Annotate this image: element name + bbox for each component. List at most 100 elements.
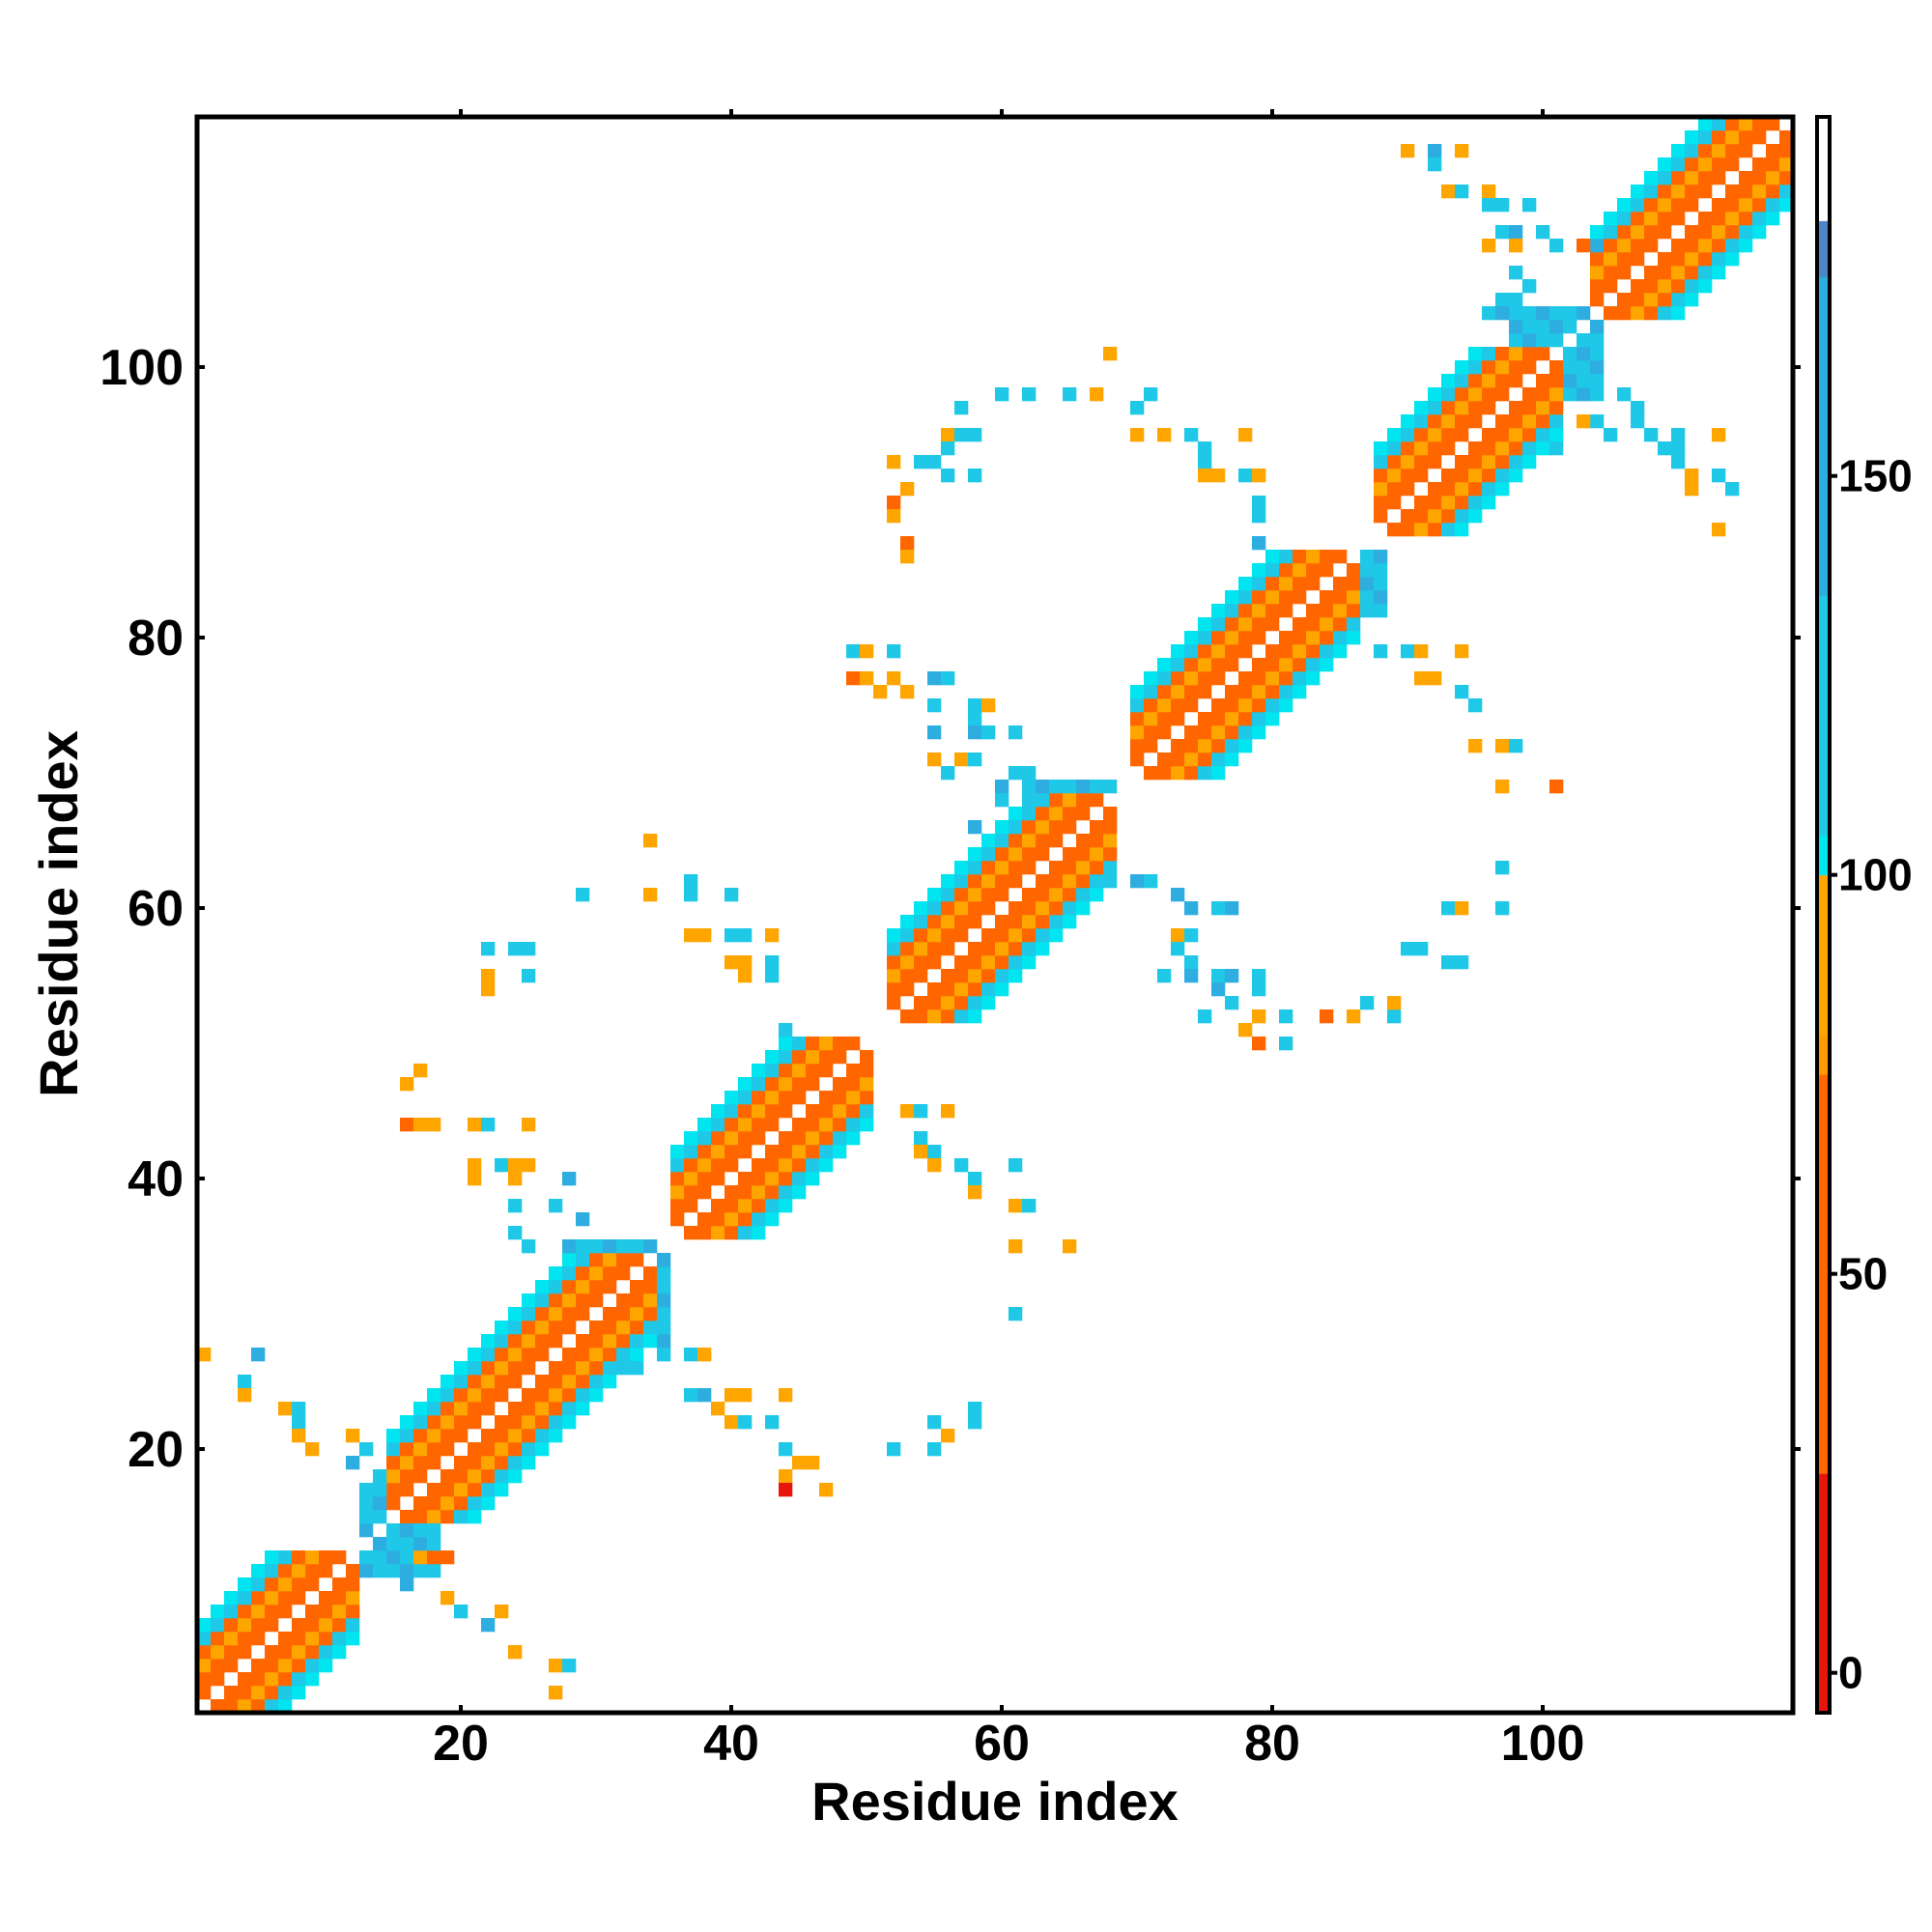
heatmap-cell: [413, 1469, 428, 1484]
heatmap-cell: [400, 1456, 414, 1470]
heatmap-cell: [1306, 631, 1321, 645]
heatmap-cell: [278, 1591, 293, 1605]
heatmap-cell: [292, 1672, 306, 1687]
heatmap-cell: [1063, 888, 1077, 902]
heatmap-cell: [1049, 874, 1064, 889]
heatmap-cell: [860, 1077, 874, 1092]
heatmap-cell: [535, 1334, 550, 1349]
heatmap-cell: [765, 928, 780, 943]
heatmap-cell: [278, 1577, 293, 1592]
heatmap-cell: [238, 1605, 252, 1619]
heatmap-cell: [508, 1375, 523, 1389]
heatmap-cell: [1739, 225, 1753, 240]
heatmap-cell: [995, 969, 1009, 983]
heatmap-cell: [1482, 482, 1496, 497]
heatmap-cell: [1211, 766, 1226, 781]
y-tick-label: 60: [128, 881, 184, 937]
heatmap-cell: [1712, 252, 1726, 267]
heatmap-cell: [508, 1456, 523, 1470]
heatmap-cell: [779, 1483, 793, 1497]
heatmap-cell: [779, 1145, 793, 1159]
heatmap-cell: [724, 1091, 739, 1105]
heatmap-cell: [278, 1699, 293, 1714]
heatmap-cell: [319, 1659, 333, 1673]
heatmap-cell: [1455, 644, 1469, 659]
colorbar-band: [1817, 1473, 1830, 1714]
heatmap-cell: [900, 685, 915, 699]
heatmap-cell: [1658, 306, 1672, 321]
heatmap-cell: [954, 1009, 969, 1024]
heatmap-cell: [400, 1483, 414, 1497]
heatmap-cell: [914, 455, 928, 469]
heatmap-cell: [1198, 753, 1212, 767]
heatmap-cell: [1211, 982, 1226, 997]
heatmap-cell: [1671, 144, 1686, 158]
heatmap-cell: [1495, 455, 1510, 469]
heatmap-cell: [1604, 306, 1618, 321]
heatmap-cell: [887, 1442, 901, 1457]
heatmap-cell: [1252, 712, 1266, 726]
heatmap-cell: [941, 901, 955, 916]
heatmap-cell: [589, 1293, 604, 1308]
heatmap-cell: [1752, 130, 1767, 145]
heatmap-cell: [1509, 401, 1523, 415]
heatmap-cell: [1644, 279, 1659, 294]
heatmap-cell: [1171, 766, 1185, 781]
heatmap-cell: [981, 942, 996, 956]
heatmap-cell: [927, 753, 942, 767]
heatmap-cell: [1076, 874, 1091, 889]
heatmap-cell: [1252, 1009, 1266, 1024]
heatmap-cell: [1468, 482, 1483, 497]
heatmap-cell: [792, 1050, 807, 1065]
heatmap-cell: [1428, 414, 1442, 429]
heatmap-cell: [1455, 685, 1469, 699]
heatmap-cell: [440, 1469, 455, 1484]
heatmap-cell: [1779, 171, 1794, 185]
heatmap-cell: [860, 1104, 874, 1119]
heatmap-cell: [603, 1375, 617, 1389]
heatmap-cell: [1211, 712, 1226, 726]
heatmap-cell: [400, 1537, 414, 1551]
heatmap-cell: [711, 1131, 725, 1146]
heatmap-cell: [305, 1659, 320, 1673]
heatmap-cell: [1631, 225, 1645, 240]
heatmap-cell: [1211, 969, 1226, 983]
heatmap-cell: [1252, 1037, 1266, 1051]
heatmap-cell: [779, 1064, 793, 1078]
heatmap-cell: [1211, 739, 1226, 753]
heatmap-cell: [670, 1185, 685, 1200]
heatmap-cell: [616, 1266, 631, 1281]
heatmap-cell: [400, 1577, 414, 1592]
heatmap-cell: [386, 1564, 401, 1578]
heatmap-cell: [305, 1577, 320, 1592]
heatmap-cell: [1157, 428, 1172, 442]
heatmap-cell: [954, 982, 969, 997]
heatmap-cell: [995, 874, 1009, 889]
heatmap-cell: [589, 1361, 604, 1376]
heatmap-cell: [238, 1686, 252, 1700]
heatmap-cell: [359, 1510, 374, 1524]
heatmap-cell: [684, 888, 698, 902]
heatmap-cell: [1238, 671, 1253, 686]
heatmap-cell: [413, 1456, 428, 1470]
heatmap-cell: [1495, 225, 1510, 240]
heatmap-cell: [562, 1659, 577, 1673]
heatmap-cell: [927, 996, 942, 1010]
heatmap-cell: [1198, 631, 1212, 645]
heatmap-cell: [1265, 577, 1280, 591]
heatmap-cell: [1482, 455, 1496, 469]
heatmap-cell: [1495, 360, 1510, 375]
heatmap-cell: [400, 1442, 414, 1457]
heatmap-cell: [1725, 482, 1740, 497]
heatmap-cell: [332, 1605, 347, 1619]
heatmap-cell: [1225, 996, 1239, 1010]
heatmap-cell: [508, 1334, 523, 1349]
heatmap-cell: [427, 1537, 441, 1551]
heatmap-cell: [779, 1158, 793, 1173]
heatmap-cell: [643, 1334, 658, 1349]
heatmap-cell: [1144, 725, 1158, 740]
heatmap-cell: [1414, 523, 1429, 537]
heatmap-cell: [968, 847, 982, 862]
x-axis-title: Residue index: [811, 1771, 1179, 1832]
heatmap-cell: [454, 1496, 469, 1511]
